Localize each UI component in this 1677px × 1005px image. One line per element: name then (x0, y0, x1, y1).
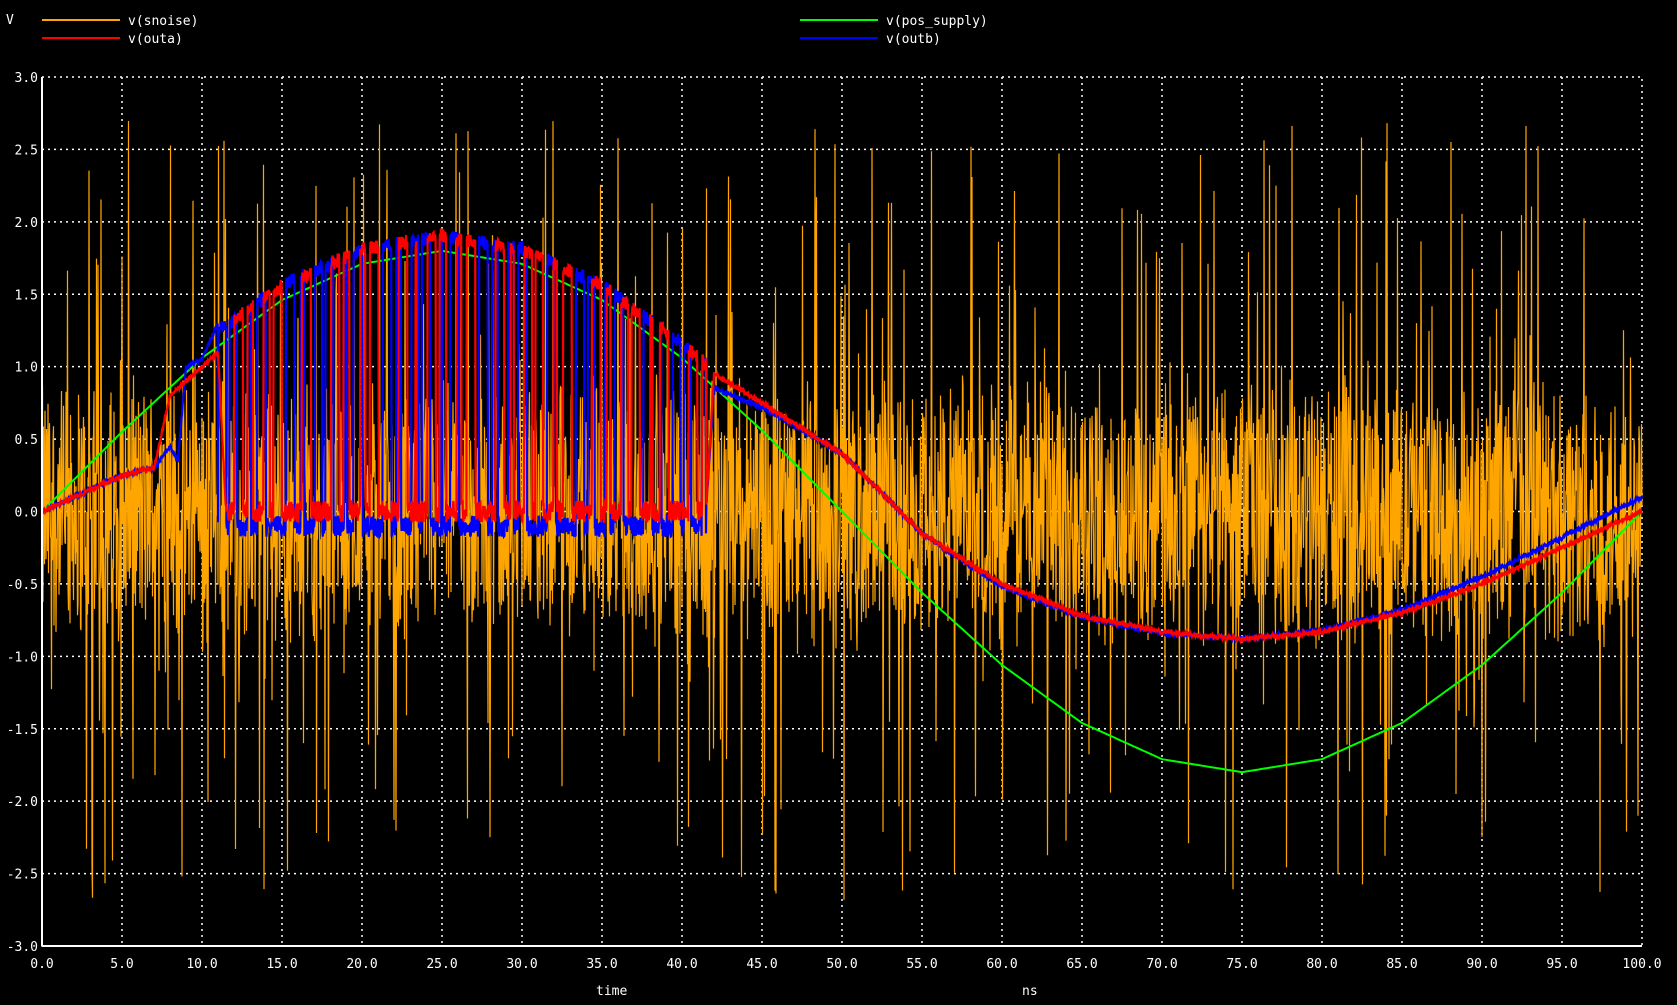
legend: v(snoise) v(outa) v(pos_supply) v(outb) (42, 14, 988, 47)
x-tick-label: 80.0 (1306, 957, 1337, 972)
plot-area (41, 120, 1644, 900)
y-tick-label: 0.5 (15, 433, 38, 448)
y-tick-label: -0.5 (7, 578, 38, 593)
y-tick-label: -2.0 (7, 795, 38, 810)
x-tick-label: 35.0 (586, 957, 617, 972)
x-tick-label: 90.0 (1466, 957, 1497, 972)
x-tick-label: 20.0 (346, 957, 377, 972)
y-tick-label: 1.5 (15, 288, 38, 303)
axes: 0.0 5.0 10.0 15.0 20.0 25.0 30.0 35.0 40.0 45.0 50… (7, 71, 1662, 972)
y-tick-label: 3.0 (15, 71, 38, 86)
series-snoise-line (41, 120, 1643, 900)
x-tick-label: 30.0 (506, 957, 537, 972)
y-tick-label: -1.0 (7, 650, 38, 665)
y-tick-label: 2.5 (15, 143, 38, 158)
x-tick-label: 65.0 (1066, 957, 1097, 972)
y-tick-label: 0.0 (15, 506, 38, 521)
legend-entry: v(outa) (128, 32, 183, 47)
x-tick-label: 10.0 (186, 957, 217, 972)
x-tick-label: 45.0 (746, 957, 777, 972)
x-tick-label: 55.0 (906, 957, 937, 972)
x-tick-label: 50.0 (826, 957, 857, 972)
x-unit-label: ns (1022, 984, 1038, 999)
y-tick-label: -1.5 (7, 723, 38, 738)
x-tick-label: 40.0 (666, 957, 697, 972)
y-tick-label: 2.0 (15, 216, 38, 231)
x-tick-label: 100.0 (1622, 957, 1661, 972)
x-tick-label: 70.0 (1146, 957, 1177, 972)
legend-entry: v(snoise) (128, 14, 198, 29)
y-tick-label: 1.0 (15, 361, 38, 376)
y-tick-label: -3.0 (7, 940, 38, 955)
legend-entry: v(outb) (886, 32, 941, 47)
series-outa-line (41, 228, 1643, 646)
x-tick-label: 0.0 (30, 957, 53, 972)
x-tick-label: 25.0 (426, 957, 457, 972)
x-tick-label: 75.0 (1226, 957, 1257, 972)
x-tick-label: 95.0 (1546, 957, 1577, 972)
series-pos-supply-line (41, 249, 1643, 774)
x-tick-label: 5.0 (110, 957, 133, 972)
y-tick-label: -2.5 (7, 868, 38, 883)
x-axis-label: time (596, 984, 627, 999)
x-tick-label: 60.0 (986, 957, 1017, 972)
legend-entry: v(pos_supply) (886, 14, 988, 29)
x-tick-label: 85.0 (1386, 957, 1417, 972)
y-unit-label: V (6, 13, 14, 28)
x-tick-label: 15.0 (266, 957, 297, 972)
